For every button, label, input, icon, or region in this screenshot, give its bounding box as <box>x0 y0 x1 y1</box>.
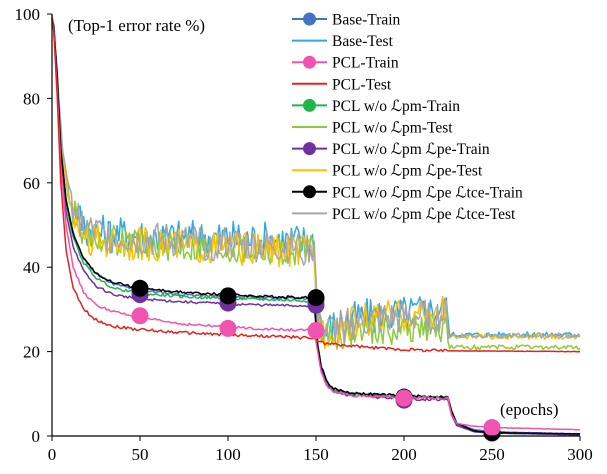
series-line-2 <box>51 18 581 431</box>
series-line-8 <box>51 18 581 435</box>
legend-marker-4 <box>303 98 316 112</box>
series-2-marker-2 <box>307 322 325 339</box>
legend-marker-2 <box>303 55 316 69</box>
series-line-4 <box>51 18 581 436</box>
series-line-0 <box>51 17 581 435</box>
series-layer <box>51 14 581 436</box>
y-tick-label: 100 <box>15 5 41 24</box>
legend-label-5: PCL w/o ℒpm-Test <box>332 120 453 137</box>
x-tick-label: 100 <box>215 445 241 464</box>
legend: Base-Train Base-Test PCL-Train PCL-Test PCL … <box>292 12 523 223</box>
tick-layer: 0 50 100 150 200 250 300 0 20 40 60 80 100 <box>15 5 593 464</box>
series-2-marker-3 <box>395 389 413 407</box>
legend-label-6: PCL w/o ℒpm ℒpe-Train <box>332 141 490 158</box>
legend-label-7: PCL w/o ℒpm ℒpe-Test <box>332 163 483 180</box>
series-line-9 <box>51 15 581 345</box>
marker-layer <box>131 279 501 442</box>
series-line-6 <box>51 18 581 436</box>
y-tick-label: 20 <box>23 343 40 362</box>
axes-layer <box>51 14 580 437</box>
x-tick-label: 0 <box>48 445 57 464</box>
legend-label-8: PCL w/o ℒpm ℒpe ℒtce-Train <box>332 184 523 201</box>
legend-label-4: PCL w/o ℒpm-Train <box>332 98 460 115</box>
y-unit-annotation: (Top-1 error rate %) <box>68 16 205 35</box>
series-2-marker-1 <box>219 319 237 337</box>
legend-marker-0 <box>303 12 316 26</box>
series-2-marker-0 <box>131 307 149 325</box>
x-tick-label: 200 <box>391 445 417 464</box>
y-tick-label: 80 <box>23 89 40 108</box>
series-8-marker-2 <box>307 289 325 307</box>
y-tick-label: 0 <box>32 427 41 446</box>
legend-label-3: PCL-Test <box>332 76 392 93</box>
legend-marker-6 <box>303 142 316 156</box>
legend-label-0: Base-Train <box>332 12 401 29</box>
x-tick-label: 50 <box>132 445 149 464</box>
legend-label-2: PCL-Train <box>332 55 399 72</box>
x-tick-label: 300 <box>567 445 593 464</box>
series-8-marker-1 <box>219 287 237 305</box>
legend-label-1: Base-Test <box>332 33 394 50</box>
y-tick-label: 40 <box>23 258 40 277</box>
x-tick-label: 250 <box>479 445 505 464</box>
y-tick-label: 60 <box>23 174 40 193</box>
legend-label-9: PCL w/o ℒpm ℒpe ℒtce-Test <box>332 206 516 223</box>
legend-marker-8 <box>303 185 316 199</box>
x-tick-label: 150 <box>303 445 329 464</box>
series-8-marker-0 <box>131 279 149 297</box>
series-2-marker-4 <box>483 419 501 437</box>
x-unit-annotation: (epochs) <box>500 400 559 419</box>
